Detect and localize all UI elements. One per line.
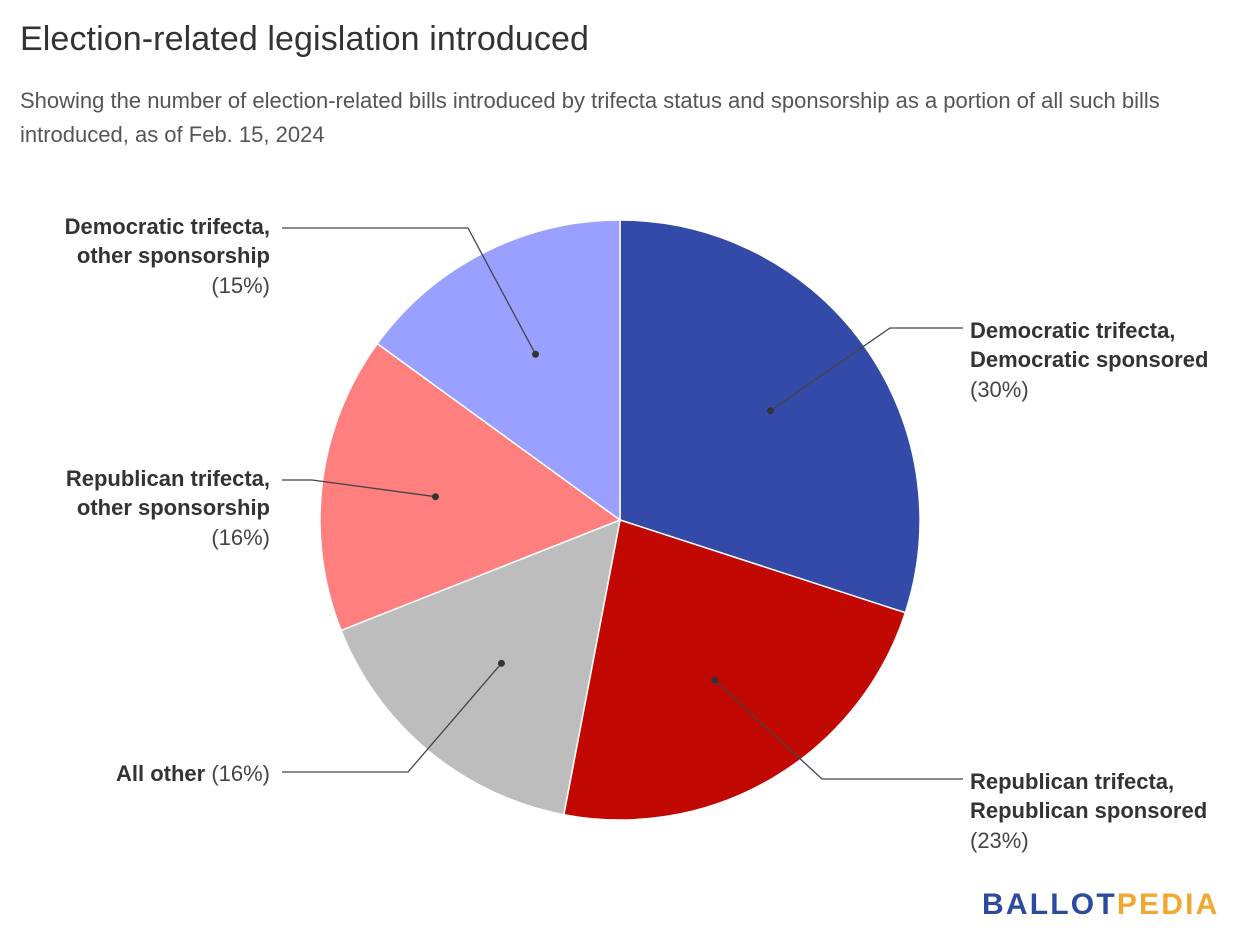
leader-dot [431,493,439,501]
leader-dot [532,350,540,358]
slice-label-name: Republican sponsored [970,798,1207,823]
logo-part-ballot: BALLOT [982,888,1117,921]
slice-label-percent: (16%) [211,525,270,550]
pie-slice [319,342,622,632]
leader-dot [766,407,774,415]
slice-label-percent: (15%) [211,273,270,298]
pie-slice [340,518,621,816]
pie-slices [319,219,921,821]
leader-line [282,662,502,773]
leader-line [282,479,436,498]
slice-label-percent: (16%) [211,761,270,786]
slice-label-percent: (23%) [970,828,1029,853]
pie-slice [619,219,921,614]
leader-dot [711,676,719,684]
leader-line [282,227,537,355]
slice-label-name: Republican trifecta, [66,466,270,491]
slice-labels: Democratic trifecta, Democratic sponsored… [65,214,1209,853]
ballotpedia-logo: BALLOTPEDIA [982,888,1220,922]
slice-label-percent: (30%) [970,377,1029,402]
slice-label-name: other sponsorship [77,243,270,268]
leader-line [714,679,963,780]
chart-subtitle: Showing the number of election-related b… [20,88,1160,147]
pie-slice [376,219,621,522]
slice-label-name: Democratic trifecta, [970,318,1175,343]
slice-label: All other (16%) [116,761,270,786]
chart-title: Election-related legislation introduced [20,20,590,58]
slice-label-name: Republican trifecta, [970,769,1174,794]
slice-label-name: All other [116,761,211,786]
leader-lines [282,227,963,780]
slice-label-name: Democratic trifecta, [65,214,270,239]
slice-label-name: Democratic sponsored [970,347,1208,372]
pie-slice [562,519,907,821]
leader-line [770,327,963,412]
leader-dot [497,659,505,667]
logo-part-pedia: PEDIA [1116,888,1220,921]
slice-label-name: other sponsorship [77,495,270,520]
